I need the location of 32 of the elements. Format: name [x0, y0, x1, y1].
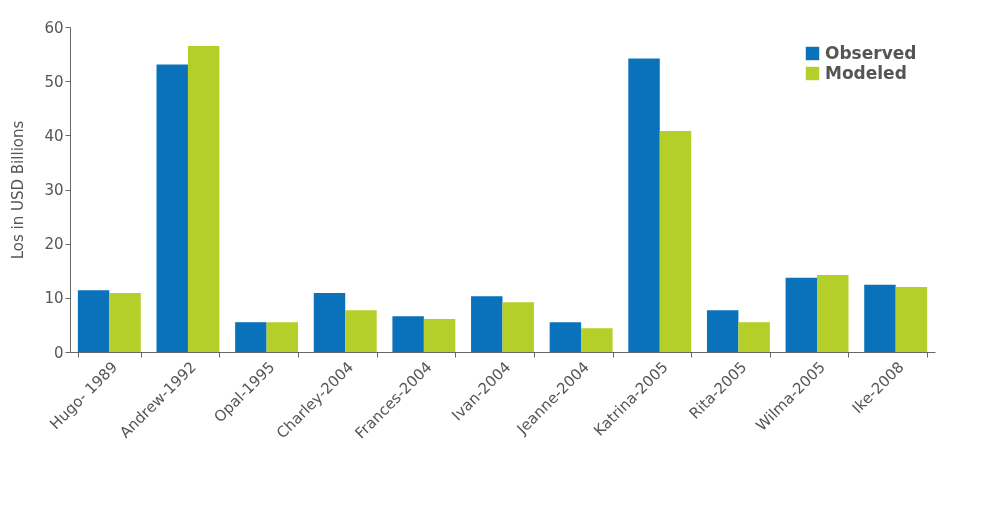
legend-label: Observed	[825, 42, 917, 63]
bar	[266, 322, 299, 352]
y-axis-title: Los in USD Billions	[9, 120, 28, 260]
bar	[235, 322, 267, 352]
y-tick-label: 60	[44, 18, 64, 37]
bar	[549, 322, 582, 352]
bar	[156, 64, 188, 352]
bar	[187, 45, 220, 352]
bar	[313, 292, 346, 352]
bar	[738, 322, 770, 352]
bar	[392, 316, 424, 352]
bar	[785, 277, 818, 352]
bar	[345, 310, 377, 352]
legend-label: Modeled	[825, 62, 907, 83]
bar	[864, 284, 896, 352]
bar	[109, 292, 141, 352]
bar	[895, 287, 928, 352]
y-tick-label: 50	[44, 72, 64, 91]
bar	[581, 328, 613, 352]
bar	[706, 310, 739, 352]
bar	[502, 302, 534, 352]
y-tick-label: 20	[44, 235, 64, 254]
bar	[659, 131, 692, 352]
y-tick-label: 40	[44, 126, 64, 145]
y-tick-label: 0	[53, 343, 64, 362]
bar	[628, 58, 660, 352]
y-tick-label: 10	[44, 289, 64, 308]
y-tick-label: 30	[44, 181, 64, 199]
bar	[77, 290, 110, 352]
bar	[817, 275, 849, 352]
bar	[423, 318, 456, 352]
bar	[471, 296, 503, 352]
